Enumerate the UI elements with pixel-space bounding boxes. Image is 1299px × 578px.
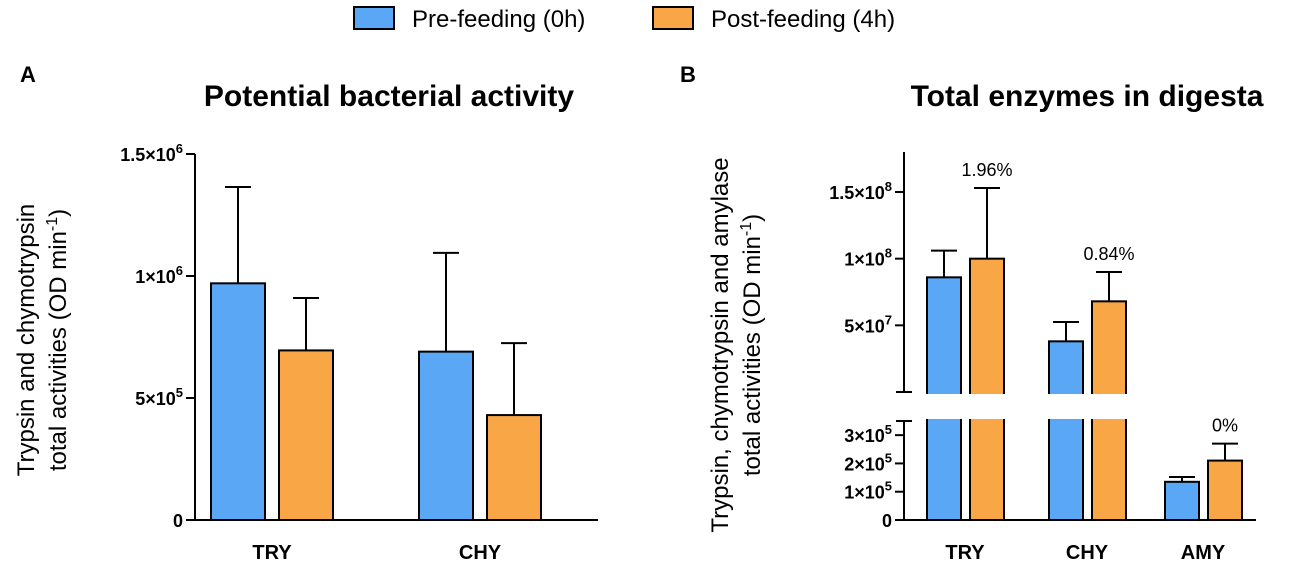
- panel-b-percent-annotation: 1.96%: [961, 160, 1012, 180]
- panel-b-categories: TRY CHY AMY: [945, 542, 1226, 564]
- panel-b-bar-chy-pre: [1048, 340, 1084, 522]
- panel-b-bar-amy-post: [1207, 459, 1243, 522]
- panel-b-category-label: CHY: [1066, 542, 1109, 564]
- panel-a-bars: [210, 185, 542, 522]
- panel-b-percent-annotation: 0%: [1212, 416, 1238, 436]
- panel-b-percent-annotation: 0.84%: [1083, 244, 1134, 264]
- panel-b-error-bar-try-pre: [931, 249, 957, 278]
- panel-b-y-tick-label: 5×107: [844, 312, 892, 336]
- panel-a-error-bar-chy-post: [501, 342, 527, 416]
- panel-a-bar-try-post: [278, 349, 334, 522]
- panel-b-y-tick-label: 2×105: [844, 450, 892, 474]
- panel-b-error-bar-try-post: [974, 187, 1000, 259]
- panel-a: A Potential bacterial activity Trypsin a…: [13, 62, 598, 564]
- panel-b-ylabel: Trypsin, chymotrypsin and amylase total …: [707, 157, 766, 532]
- panel-b: B Total enzymes in digesta Trypsin, chym…: [680, 62, 1264, 564]
- panel-a-y-tick-label: 1.5×106: [120, 141, 183, 165]
- panel-b-ylabel-line1: Trypsin, chymotrypsin and amylase: [707, 157, 734, 532]
- panel-b-bar-amy-pre: [1164, 480, 1200, 522]
- panel-a-error-bar-chy-pre: [433, 251, 459, 352]
- panel-a-ylabel-line1: Trypsin and chymotrypsin: [13, 204, 40, 477]
- panel-b-title: Total enzymes in digesta: [911, 80, 1264, 113]
- panel-a-error-bar-try-pre: [225, 185, 251, 284]
- panel-b-error-bar-chy-post: [1096, 271, 1122, 302]
- legend-label-pre: Pre-feeding (0h): [412, 6, 585, 33]
- panel-b-error-bar-chy-pre: [1053, 321, 1079, 342]
- panel-a-bar-chy-pre: [418, 350, 474, 522]
- panel-a-title: Potential bacterial activity: [204, 80, 574, 113]
- legend-swatch-post: [652, 6, 694, 30]
- panel-letter-a: A: [20, 62, 36, 87]
- panel-a-category-label: CHY: [459, 542, 502, 564]
- panel-a-ylabel: Trypsin and chymotrypsin total activitie…: [13, 204, 72, 477]
- panel-a-y-ticks: 0 5×105 1×106 1.5×106: [120, 141, 195, 531]
- panel-a-category-label: TRY: [252, 542, 292, 564]
- panel-a-ylabel-line2: total activities (OD min-1): [44, 209, 72, 471]
- panel-b-y-tick-label: 1×108: [844, 246, 892, 270]
- panel-b-y-tick-label: 3×105: [844, 422, 892, 446]
- panel-b-error-bar-amy-pre: [1169, 476, 1195, 482]
- panel-a-y-tick-label: 0: [173, 511, 183, 531]
- panel-a-categories: TRY CHY: [252, 542, 501, 564]
- panel-b-annotations: 1.96% 0.84% 0%: [961, 160, 1238, 436]
- panel-b-category-label: AMY: [1181, 542, 1226, 564]
- panel-b-ylabel-line2: total activities (OD min-1): [738, 214, 766, 476]
- legend-label-post: Post-feeding (4h): [711, 6, 895, 33]
- panel-a-bar-try-pre: [210, 282, 266, 521]
- panel-b-bars: [920, 187, 1248, 522]
- panel-b-break-gap: [1042, 394, 1132, 419]
- panel-b-category-label: TRY: [945, 542, 985, 564]
- panel-a-error-bar-try-post: [293, 296, 319, 351]
- legend: Pre-feeding (0h) Post-feeding (4h): [353, 6, 895, 33]
- panel-a-y-tick-label: 1×106: [135, 263, 183, 287]
- panel-b-break-gap: [920, 394, 1010, 419]
- panel-b-y-tick-label: 0: [882, 511, 892, 531]
- panel-a-y-tick-label: 5×105: [135, 385, 183, 409]
- panel-b-y-tick-label: 1×105: [844, 479, 892, 503]
- panel-b-y-ticks: 0 1×105 2×105 3×105 5×107 1×108 1.5×108: [829, 179, 904, 531]
- legend-swatch-pre: [353, 6, 395, 30]
- panel-letter-b: B: [680, 62, 696, 87]
- panel-b-error-bar-amy-post: [1212, 442, 1238, 461]
- panel-b-break-gap: [1158, 394, 1248, 419]
- panel-a-bar-chy-post: [486, 414, 542, 521]
- panel-b-y-tick-label: 1.5×108: [829, 179, 892, 203]
- panel-b-bar-try-post: [969, 257, 1005, 521]
